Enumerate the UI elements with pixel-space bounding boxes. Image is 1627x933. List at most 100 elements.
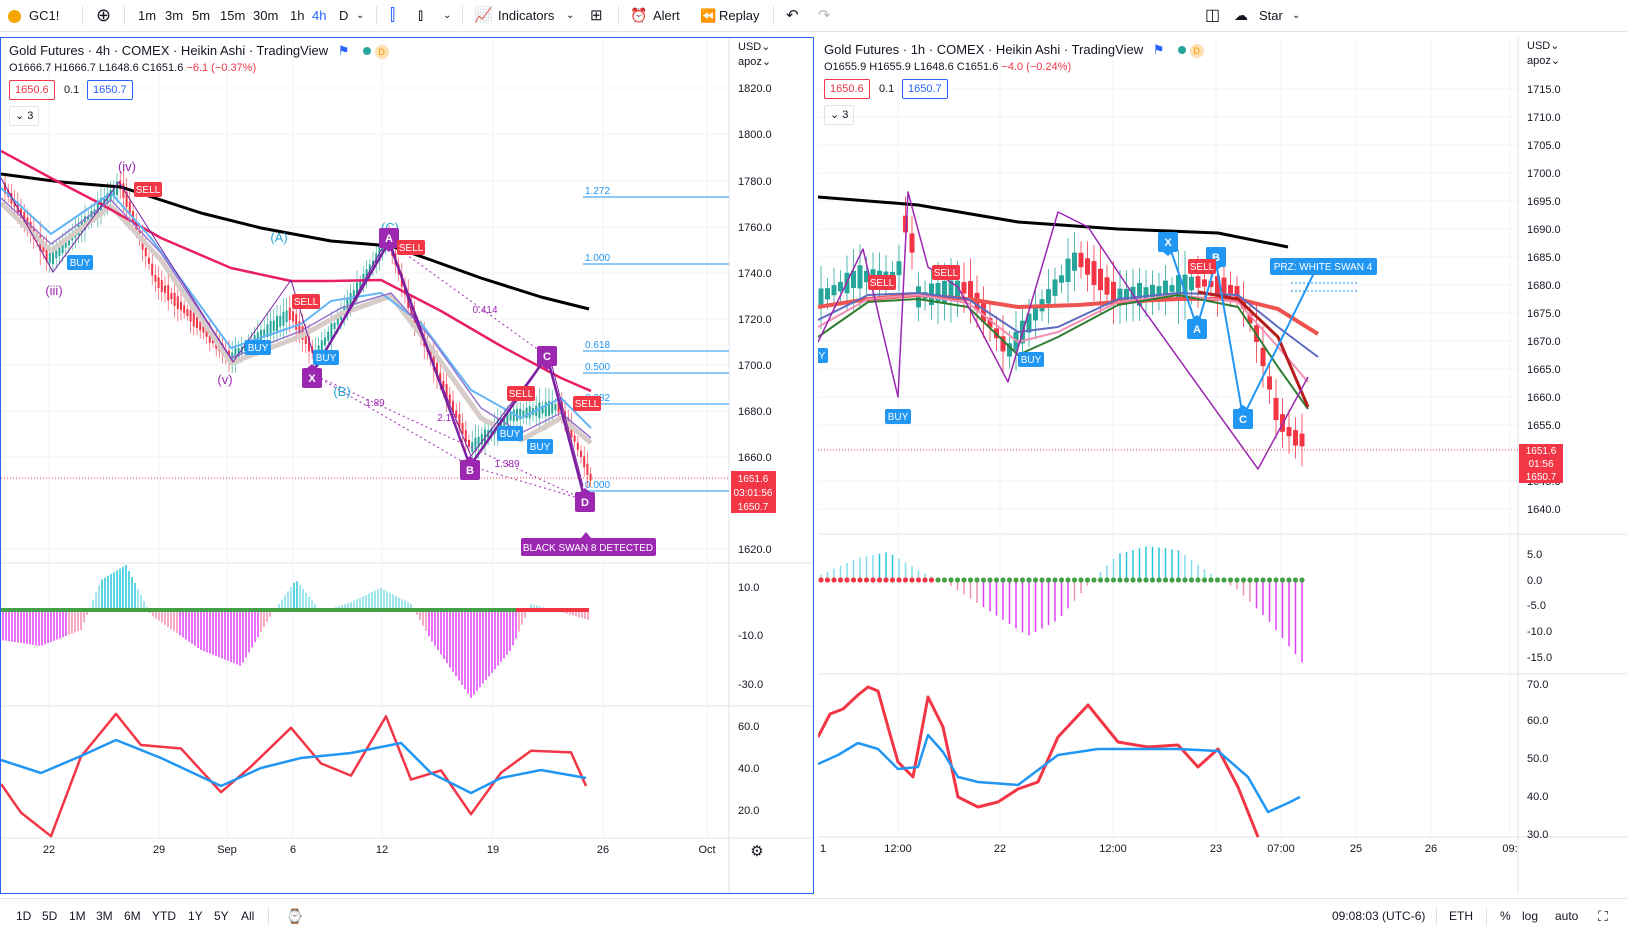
macd-signal-dot [837, 577, 844, 583]
cloud-icon[interactable]: ☁ [1234, 7, 1248, 23]
range-1m[interactable]: 1M [69, 909, 86, 923]
candle-body [838, 281, 843, 292]
goto-date-icon[interactable]: ⌚ [286, 908, 304, 924]
macd-signal-dot [1104, 577, 1110, 583]
range-all[interactable]: All [241, 909, 255, 923]
candle-body [234, 348, 237, 362]
log-scale-button[interactable]: log [1522, 909, 1539, 923]
layout-split-icon[interactable]: ◫ [1205, 7, 1221, 24]
indicators-dropdown-icon[interactable]: ⌄ [566, 10, 575, 21]
auto-scale-button[interactable]: auto [1555, 909, 1579, 923]
sell-signal-bg [573, 396, 601, 411]
candle-body [199, 321, 202, 331]
high-value: H1655.9 [869, 61, 911, 73]
macd-signal-dot [1071, 577, 1078, 583]
undo-icon[interactable]: ↶ [786, 7, 799, 24]
rsi-slow-line [818, 733, 1301, 814]
candle-body [589, 473, 592, 481]
ma-50-line [818, 292, 1319, 358]
ask-price-badge: 1650.7 [1526, 472, 1557, 483]
alert-button[interactable]: Alert [653, 8, 680, 23]
buy-price-button[interactable]: 1650.7 [902, 79, 948, 99]
macd-signal-dot [1214, 577, 1221, 583]
candle-body [1085, 258, 1090, 275]
chart-type-dropdown-icon[interactable]: ⌄ [443, 10, 452, 21]
macd-signal-dot [1019, 577, 1026, 583]
candle-body [452, 400, 454, 413]
indicators-collapse-button[interactable]: ⌄ 3 [824, 105, 855, 125]
sell-price-button[interactable]: 1650.6 [824, 79, 870, 99]
replay-button[interactable]: Replay [719, 8, 760, 23]
macd-signal-dot [1026, 577, 1032, 583]
replay-icon[interactable]: ⏪ [700, 8, 717, 23]
candles-icon[interactable]: ⫾ [418, 7, 424, 24]
range-5y[interactable]: 5Y [214, 909, 229, 923]
interval-4h[interactable]: 4h [312, 8, 327, 23]
interval-3m[interactable]: 3m [165, 8, 184, 23]
layout-name-button[interactable]: Star [1259, 8, 1283, 23]
range-5d[interactable]: 5D [42, 909, 58, 923]
time-tick-label: 26 [1425, 843, 1437, 855]
sell-signal-bg [397, 240, 425, 255]
clock-readout[interactable]: 09:08:03 (UTC-6) [1332, 909, 1426, 923]
range-1y[interactable]: 1Y [188, 909, 203, 923]
time-tick-label: Oct [698, 844, 715, 856]
indicators-icon[interactable]: 📈 [474, 7, 493, 24]
left-chart-canvas[interactable]: USD⌄ apoz⌄ 1820.0 1800.0 1780.0 1760.0 1740.0 1… [1, 38, 813, 893]
indicators-collapse-button[interactable]: ⌄ 3 [9, 106, 40, 126]
symbol-search-button[interactable]: GC1! [29, 8, 60, 23]
sell-price-button[interactable]: 1650.6 [9, 80, 55, 100]
candle-body [1234, 286, 1240, 298]
interval-15m[interactable]: 15m [220, 8, 246, 23]
candle-body [192, 312, 195, 327]
range-3m[interactable]: 3M [96, 909, 113, 923]
interval-d[interactable]: D [339, 8, 349, 23]
templates-grid-icon[interactable]: ⊞ [590, 7, 603, 24]
interval-1m[interactable]: 1m [138, 8, 157, 23]
ma-20-line [818, 294, 1309, 383]
macd-signal-dot [831, 577, 837, 583]
alert-clock-icon[interactable]: ⏰ [630, 7, 648, 23]
macd-signal-dot [1117, 577, 1123, 583]
rsi-tick-label: 70.0 [1527, 679, 1548, 691]
layout-dropdown-icon[interactable]: ⌄ [1292, 10, 1301, 21]
range-1d[interactable]: 1D [16, 909, 32, 923]
buy-signal: BUY [316, 353, 337, 364]
rsi-slow-line [1, 738, 587, 795]
bottom-toolbar: 1D 5D 1M 3M 6M YTD 1Y 5Y All ⌚ 09:08:03 … [0, 898, 1627, 933]
range-6m[interactable]: 6M [124, 909, 141, 923]
left-chart-pane[interactable]: USD⌄ apoz⌄ 1820.0 1800.0 1780.0 1760.0 1740.0 1… [0, 37, 814, 894]
pattern-banner-bg [521, 538, 656, 556]
indicators-button[interactable]: Indicators [498, 8, 555, 23]
compare-add-icon[interactable]: ⊕ [96, 5, 112, 25]
interval-1h[interactable]: 1h [290, 8, 305, 23]
flag-icon[interactable]: ⚑ [337, 43, 350, 58]
right-chart-canvas[interactable]: USD⌄ apoz⌄ 1715.0 1710.0 1705.0 1700.0 1695.0 1… [818, 37, 1627, 894]
percent-scale-button[interactable]: % [1500, 909, 1511, 923]
candle-body [448, 394, 451, 404]
bottom-divider [1486, 907, 1487, 926]
right-chart-pane[interactable]: USD⌄ apoz⌄ 1715.0 1710.0 1705.0 1700.0 1695.0 1… [818, 37, 1627, 894]
candle-body [330, 323, 333, 339]
candle-body [468, 439, 470, 447]
interval-5m[interactable]: 5m [192, 8, 211, 23]
left-chart-title[interactable]: Gold Futures · 4h · COMEX · Heikin Ashi … [9, 43, 389, 59]
range-ytd[interactable]: YTD [152, 909, 176, 923]
candle-body [522, 410, 525, 417]
price-tick-label: 1620.0 [738, 544, 772, 556]
candle-body [500, 418, 502, 430]
session-button[interactable]: ETH [1449, 909, 1473, 923]
last-price-badge-bg [731, 471, 776, 485]
interval-30m[interactable]: 30m [253, 8, 279, 23]
bar-style-icon[interactable]: ⫿ [390, 7, 396, 24]
buy-price-button[interactable]: 1650.7 [87, 80, 133, 100]
candle-body [276, 316, 278, 331]
candle-body [525, 407, 528, 419]
pattern-point-c-bg [1233, 409, 1253, 429]
redo-icon[interactable]: ↷ [818, 7, 831, 24]
flag-icon[interactable]: ⚑ [1152, 42, 1165, 57]
fullscreen-icon[interactable]: ⛶ [1598, 908, 1608, 924]
interval-dropdown-icon[interactable]: ⌄ [356, 10, 365, 21]
right-chart-title[interactable]: Gold Futures · 1h · COMEX · Heikin Ashi … [824, 42, 1204, 58]
macd-signal-dot [948, 577, 954, 583]
